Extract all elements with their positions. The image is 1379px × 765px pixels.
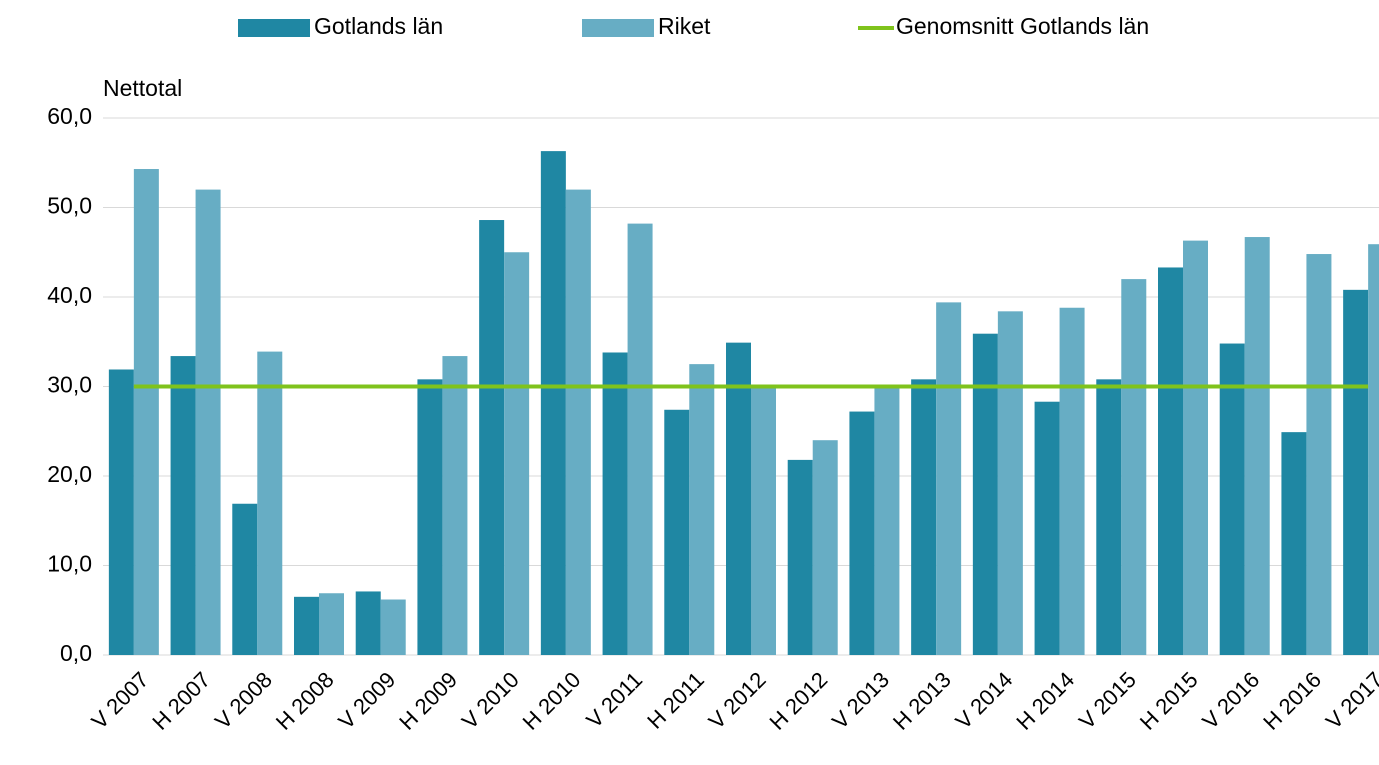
bar: [1306, 254, 1332, 656]
legend-label: Riket: [658, 13, 711, 39]
bar: [232, 503, 258, 655]
bar: [1034, 401, 1060, 655]
bar: [133, 169, 159, 655]
x-tick-label: V 2015: [1074, 667, 1141, 734]
bar: [874, 385, 900, 655]
legend-label: Genomsnitt Gotlands län: [896, 13, 1149, 39]
bar: [1121, 279, 1147, 655]
bar: [565, 189, 591, 655]
bar: [936, 302, 962, 655]
x-tick-label: H 2010: [518, 667, 586, 735]
y-tick-label: 0,0: [60, 640, 92, 666]
bar: [1219, 343, 1245, 655]
bar: [380, 599, 406, 655]
x-tick-label: V 2017: [1321, 667, 1379, 734]
bar: [257, 351, 283, 655]
x-tick-label: H 2007: [147, 667, 215, 735]
bar: [108, 369, 134, 655]
y-tick-label: 40,0: [47, 282, 92, 308]
bar: [664, 409, 690, 655]
bar: [911, 379, 937, 655]
y-tick-label: 30,0: [47, 372, 92, 398]
x-tick-label: H 2008: [271, 667, 339, 735]
x-tick-label: V 2012: [704, 667, 771, 734]
y-tick-label: 20,0: [47, 461, 92, 487]
x-tick-label: H 2015: [1135, 667, 1203, 735]
bar: [504, 252, 530, 655]
y-axis-label: Nettotal: [103, 75, 182, 101]
bar: [1096, 379, 1122, 655]
bar: [355, 591, 381, 655]
x-tick-label: V 2014: [951, 667, 1018, 734]
bar: [1368, 244, 1379, 655]
bar: [1158, 267, 1183, 655]
bar: [1059, 307, 1085, 655]
bar: [1281, 432, 1307, 655]
bar: [294, 596, 319, 655]
bar: [1183, 240, 1208, 656]
bar: [170, 356, 196, 655]
bar: [479, 220, 505, 655]
x-tick-label: H 2009: [394, 667, 462, 735]
bar: [726, 342, 751, 655]
x-tick-label: H 2011: [642, 667, 709, 734]
bar: [689, 364, 715, 655]
x-tick-label: V 2013: [827, 667, 894, 734]
bar: [972, 333, 998, 655]
bar: [195, 189, 221, 655]
x-tick-label: V 2009: [333, 667, 400, 734]
x-tick-label: V 2010: [457, 667, 524, 734]
x-tick-label: H 2012: [765, 667, 833, 735]
legend-label: Gotlands län: [314, 13, 443, 39]
bar: [627, 223, 653, 656]
bar: [1343, 289, 1369, 655]
bar: [442, 356, 468, 655]
bar: [1244, 237, 1270, 655]
x-tick-label: H 2016: [1258, 667, 1326, 735]
bar: [787, 459, 813, 655]
bar: [812, 440, 838, 655]
x-tick-label: H 2013: [888, 667, 956, 735]
bar: [540, 151, 566, 656]
x-tick-label: V 2008: [210, 667, 277, 734]
bar: [602, 352, 628, 655]
legend-swatch: [238, 19, 310, 37]
x-tick-label: V 2016: [1197, 667, 1264, 734]
x-tick-label: V 2007: [87, 667, 154, 734]
y-tick-label: 10,0: [47, 551, 92, 577]
x-tick-label: V 2011: [581, 667, 647, 733]
bar: [997, 311, 1023, 655]
legend-swatch: [582, 19, 654, 37]
x-tick-label: H 2014: [1011, 667, 1079, 735]
bar: [751, 386, 776, 655]
bar: [417, 379, 443, 655]
bar: [319, 593, 344, 655]
y-tick-label: 50,0: [47, 193, 92, 219]
y-tick-label: 60,0: [47, 103, 92, 129]
bar: [849, 411, 875, 655]
